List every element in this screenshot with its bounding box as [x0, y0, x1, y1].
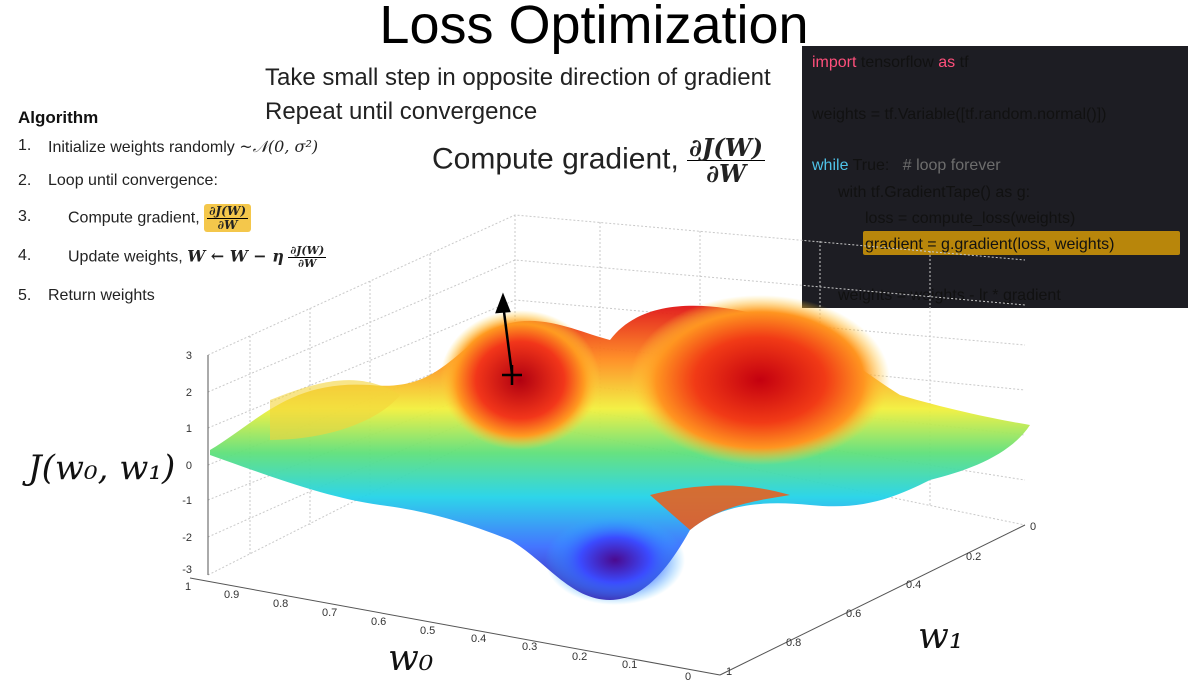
y-axis-label: w₁: [918, 616, 964, 657]
w1-tick-label: 0.4: [906, 579, 921, 591]
w1-tick-label: 1: [726, 666, 732, 678]
step-2: Loop until convergence:: [48, 172, 218, 189]
w0-tick-label: 0.4: [471, 633, 486, 645]
step-number: 5.: [18, 287, 32, 304]
step-text: Compute gradient,: [68, 209, 200, 227]
step-number: 4.: [18, 247, 32, 264]
w0-tick-label: 0.7: [322, 607, 337, 619]
code-line-2: weights = tf.Variable([tf.random.normal(…: [812, 106, 1107, 123]
code-comment: # loop forever: [902, 157, 1001, 174]
x-axis-label: w₀: [388, 638, 434, 679]
code-line-3: while True: # loop forever: [812, 157, 1001, 174]
step-text: Update weights,: [68, 248, 183, 266]
z-tick-label: 1: [186, 423, 192, 435]
step-4: Update weights, W ← W − η ∂J(W) ∂W: [68, 244, 327, 270]
z-tick-label: -3: [182, 564, 192, 576]
slide-title: Loss Optimization: [379, 0, 809, 55]
step-number: 1.: [18, 137, 32, 154]
gradient-heading: Compute gradient, ∂J(W) ∂W: [432, 133, 765, 189]
code-line-5: loss = compute_loss(weights): [865, 210, 1076, 227]
code-highlight: [863, 231, 1180, 255]
w0-tick-label: 0.8: [273, 598, 288, 610]
w0-tick-label: 0.3: [522, 641, 537, 653]
w0-tick-label: 0.2: [572, 651, 587, 663]
code-panel: [802, 46, 1188, 308]
code-line-7: weights = weights - lr * gradient: [838, 287, 1061, 304]
w1-tick-label: 0.2: [966, 551, 981, 563]
z-axis-label: J(w₀, w₁): [28, 448, 176, 488]
step-math: ~𝒩(0, σ²): [239, 137, 319, 156]
z-tick-label: 0: [186, 460, 192, 472]
code-line-6: gradient = g.gradient(loss, weights): [865, 236, 1115, 253]
step-number: 3.: [18, 208, 32, 225]
w0-tick-label: 0.5: [420, 625, 435, 637]
w1-tick-label: 0.8: [786, 637, 801, 649]
w0-tick-label: 0.1: [622, 659, 637, 671]
w0-tick-label: 0.9: [224, 589, 239, 601]
algorithm-heading: Algorithm: [18, 108, 99, 127]
w0-tick-label: 0: [685, 671, 691, 683]
code-line-4: with tf.GradientTape() as g:: [838, 184, 1031, 201]
z-tick-label: 2: [186, 387, 192, 399]
w1-tick-label: 0: [1030, 521, 1036, 533]
step-math: W ← W − η: [187, 246, 284, 266]
gradient-fraction: ∂J(W) ∂W: [687, 133, 765, 189]
code-line-1: import tensorflow as tf: [812, 54, 969, 71]
gradient-fraction: ∂J(W) ∂W: [288, 244, 327, 270]
step-5: Return weights: [48, 287, 155, 304]
subtitle-line-2: Repeat until convergence: [265, 98, 538, 125]
z-tick-label: -1: [182, 495, 192, 507]
step-text: Initialize weights randomly: [48, 139, 235, 156]
step-3: Compute gradient, ∂J(W) ∂W: [68, 204, 252, 233]
z-tick-label: -2: [182, 532, 192, 544]
w0-tick-label: 0.6: [371, 616, 386, 628]
subtitle-line-1: Take small step in opposite direction of…: [265, 64, 771, 91]
gradient-fraction: ∂J(W) ∂W: [204, 204, 252, 233]
step-1: Initialize weights randomly ~𝒩(0, σ²): [48, 137, 318, 157]
step-number: 2.: [18, 172, 32, 189]
w0-tick-label: 1: [185, 581, 191, 593]
w1-tick-label: 0.6: [846, 608, 861, 620]
code-token: import: [812, 54, 857, 71]
gradient-arrow: [495, 292, 522, 385]
z-tick-label: 3: [186, 350, 192, 362]
